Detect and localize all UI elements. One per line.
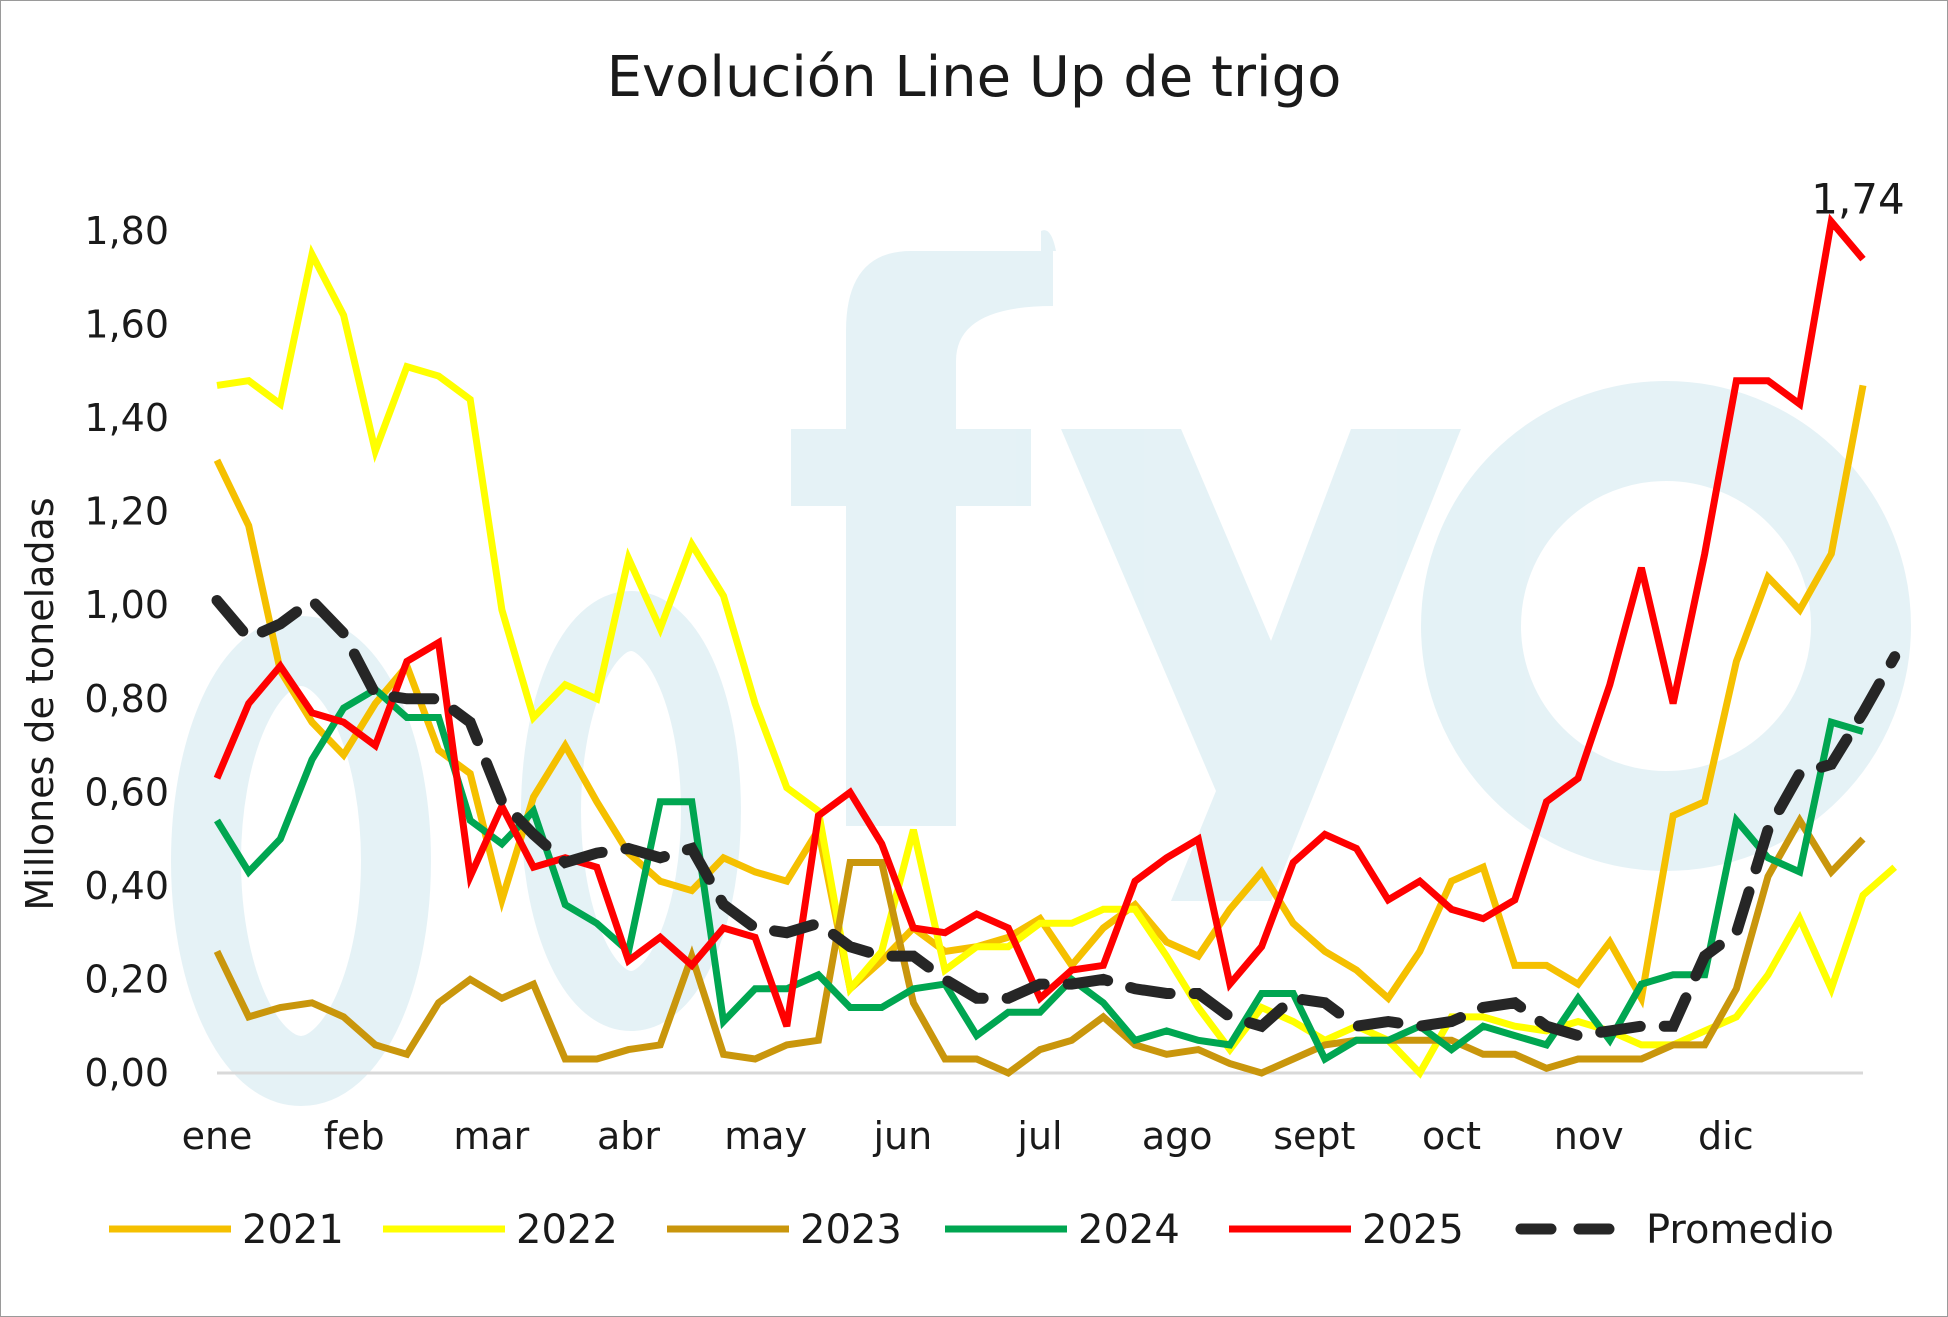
watermark-shape-mid [521, 591, 741, 1031]
watermark-letter-y [1061, 429, 1461, 901]
x-tick-label: sept [1273, 1114, 1355, 1158]
series-line-2025 [213, 213, 1866, 1028]
series-line-2024 [214, 685, 1864, 1064]
legend-label: 2024 [1078, 1207, 1180, 1253]
y-tick-label: 1,60 [84, 303, 169, 347]
chart-title: Evolución Line Up de trigo [607, 45, 1342, 110]
x-tick-label: dic [1698, 1114, 1754, 1158]
y-tick-label: 0,80 [84, 677, 169, 721]
fyo-watermark [171, 230, 1911, 1106]
legend-label: 2022 [516, 1207, 618, 1253]
watermark-shape-left [171, 616, 431, 1106]
x-tick-label: mar [453, 1114, 529, 1158]
y-axis-label: Millones de toneladas [18, 497, 62, 910]
y-tick-label: 0,00 [84, 1051, 169, 1095]
x-tick-label: abr [597, 1114, 660, 1158]
legend-label: 2023 [800, 1207, 902, 1253]
legend: 2021 2022 2023 2024 2025 Promedio [109, 1207, 1834, 1253]
y-tick-label: 0,20 [84, 957, 169, 1001]
x-tick-label: may [724, 1114, 807, 1158]
y-tick-label: 1,00 [84, 583, 169, 627]
legend-label: Promedio [1646, 1207, 1834, 1253]
y-tick-label: 0,40 [84, 864, 169, 908]
y-axis-ticks: 0,00 0,20 0,40 0,60 0,80 1,00 1,20 1,40 1,60 1,80 [84, 209, 169, 1095]
series-line-2023 [213, 813, 1866, 1078]
x-tick-label: nov [1554, 1114, 1624, 1158]
x-axis-month-labels: ene feb mar abr may jun jul ago sept oct nov dic [182, 1114, 1754, 1158]
x-tick-label: ene [182, 1114, 253, 1158]
series-lines [211, 213, 1901, 1079]
watermark-letter-f [791, 230, 1056, 826]
watermark-letter-o [1421, 381, 1911, 871]
y-tick-label: 1,40 [84, 396, 169, 440]
x-tick-label: ago [1142, 1114, 1213, 1158]
x-tick-label: feb [324, 1114, 385, 1158]
x-tick-label: jun [872, 1114, 932, 1158]
series-line-2021 [213, 384, 1867, 1009]
x-tick-label: oct [1422, 1114, 1481, 1158]
series-line-2022 [216, 244, 1898, 1079]
series-line-promedio [211, 593, 1901, 1042]
x-tick-label: jul [1016, 1114, 1062, 1158]
last-value-annotation: 1,74 [1811, 175, 1905, 224]
y-tick-label: 0,60 [84, 770, 169, 814]
y-tick-label: 1,80 [84, 209, 169, 253]
legend-label: 2025 [1362, 1207, 1464, 1253]
y-tick-label: 1,20 [84, 490, 169, 534]
legend-label: 2021 [242, 1207, 344, 1253]
